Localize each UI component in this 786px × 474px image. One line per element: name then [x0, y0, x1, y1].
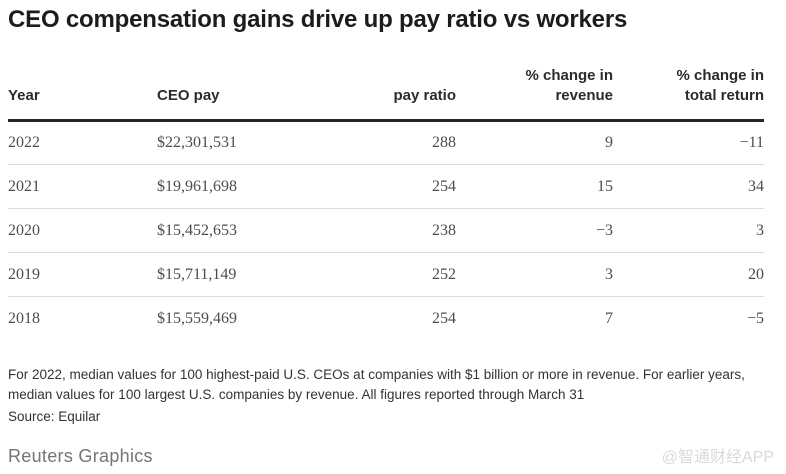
cell-revenue-change: 9: [456, 120, 613, 165]
column-header-line2: total return: [684, 87, 764, 104]
cell-year: 2021: [8, 164, 157, 209]
cell-ceo-pay: $15,559,469: [157, 309, 237, 327]
table-row: 2021 $19,961,698 254 15 34: [8, 164, 764, 209]
cell-revenue-change: 7: [605, 309, 613, 327]
ceo-pay-table: Year CEO pay pay ratio % change in reven…: [8, 66, 764, 341]
table-header-row: Year CEO pay pay ratio % change in reven…: [8, 66, 764, 122]
cell-revenue-change: −3: [456, 208, 613, 253]
column-header-line2: revenue: [555, 87, 613, 104]
column-header-line2: Year: [8, 87, 40, 104]
cell-total-return-change: −5: [746, 309, 764, 327]
column-header-ceo-pay: CEO pay: [157, 66, 307, 122]
watermark: @智通财经APP: [661, 448, 774, 466]
cell-ceo-pay: $15,452,653: [157, 208, 307, 253]
cell-total-return-change: −11: [613, 120, 764, 165]
cell-ceo-pay: $19,961,698: [157, 164, 307, 209]
column-header-line2: CEO pay: [157, 87, 220, 104]
column-header-revenue-change: % change in revenue: [456, 66, 613, 122]
cell-pay-ratio: 288: [307, 120, 456, 165]
table-row: 2019 $15,711,149 252 3 20: [8, 252, 764, 297]
column-header-year: Year: [8, 66, 157, 122]
column-header-pay-ratio: pay ratio: [307, 66, 456, 122]
cell-pay-ratio: 238: [307, 208, 456, 253]
cell-pay-ratio: 252: [307, 252, 456, 297]
cell-pay-ratio: 254: [307, 164, 456, 209]
cell-year: 2018: [8, 309, 40, 327]
cell-year: 2022: [8, 120, 157, 165]
cell-ceo-pay: $15,711,149: [157, 252, 307, 297]
reuters-graphics-credit: Reuters Graphics: [8, 445, 153, 466]
cell-total-return-change: 34: [613, 164, 764, 209]
source-note: Source: Equilar: [8, 408, 101, 424]
cell-revenue-change: 3: [456, 252, 613, 297]
table-row: 2022 $22,301,531 288 9 −11: [8, 120, 764, 165]
footer: Reuters Graphics @智通财经APP: [8, 443, 774, 467]
table-row: 2020 $15,452,653 238 −3 3: [8, 208, 764, 253]
cell-total-return-change: 20: [613, 252, 764, 297]
page-title: CEO compensation gains drive up pay rati…: [8, 6, 628, 33]
cell-total-return-change: 3: [613, 208, 764, 253]
column-header-line2: pay ratio: [393, 87, 456, 104]
cell-revenue-change: 15: [456, 164, 613, 209]
footnote: For 2022, median values for 100 highest-…: [8, 366, 745, 402]
column-header-line1: % change in: [676, 67, 764, 84]
cell-ceo-pay: $22,301,531: [157, 120, 307, 165]
cell-year: 2020: [8, 208, 157, 253]
column-header-line1: % change in: [525, 67, 613, 84]
cell-pay-ratio: 254: [432, 309, 456, 327]
table-row: 2018 $15,559,469 254 7 −5: [8, 297, 764, 341]
column-header-total-return-change: % change in total return: [613, 66, 764, 122]
cell-year: 2019: [8, 252, 157, 297]
